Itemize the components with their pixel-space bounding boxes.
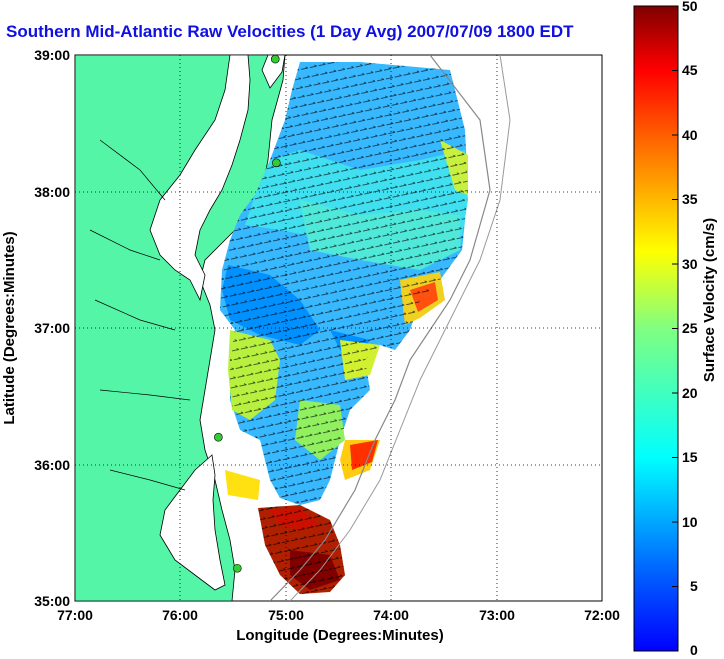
chesapeake-bay	[149, 55, 251, 302]
x-tick-labels: 77:00 76:00 75:00 74:00 73:00 72:00	[57, 607, 620, 623]
x-tick-label: 73:00	[479, 607, 515, 623]
bathymetry-contour-outer	[289, 55, 511, 601]
x-tick-label: 76:00	[162, 607, 198, 623]
y-tick-label: 38:00	[34, 184, 70, 200]
grid-lines	[75, 55, 602, 601]
radar-station-marker	[272, 158, 281, 168]
map-title: Southern Mid-Atlantic Raw Velocities (1 …	[6, 22, 574, 41]
y-tick-label: 35:00	[34, 593, 70, 609]
colorbar-tick-label: 20	[682, 385, 698, 401]
radar-station-marker	[214, 432, 223, 442]
y-tick-labels: 39:00 38:00 37:00 36:00 35:00	[34, 47, 70, 609]
colorbar-tick-label: 40	[682, 127, 698, 143]
colorbar-tick-label: 0	[690, 642, 698, 658]
colorbar-tick-label: 35	[682, 191, 698, 207]
y-tick-label: 36:00	[34, 457, 70, 473]
colorbar-tick-label: 25	[682, 320, 698, 336]
colorbar	[633, 5, 679, 652]
station-markers	[214, 54, 281, 573]
y-tick-label: 39:00	[34, 47, 70, 63]
bathymetry-contour	[269, 55, 491, 601]
colorbar-tick-label: 15	[682, 449, 698, 465]
colorbar-tick-label: 10	[682, 514, 698, 530]
delaware-bay	[261, 55, 286, 89]
colorbar-tick-label: 50	[682, 0, 698, 14]
y-tick-label: 37:00	[34, 320, 70, 336]
colorbar-tick-label: 5	[690, 578, 698, 594]
pamlico-sound	[159, 454, 226, 591]
x-tick-label: 77:00	[57, 607, 93, 623]
colorbar-label: Surface Velocity (cm/s)	[701, 218, 718, 382]
colorbar-ticks	[672, 5, 678, 587]
colorbar-tick-label: 45	[682, 62, 698, 78]
colorbar-tick-labels: 50 45 40 35 30 25 20 15 10 5 0	[682, 0, 698, 658]
x-axis-label: Longitude (Degrees:Minutes)	[236, 627, 444, 644]
radar-station-marker	[270, 54, 280, 64]
x-tick-label: 75:00	[268, 607, 304, 623]
velocity-field	[220, 62, 468, 594]
y-axis-label: Latitude (Degrees:Minutes)	[1, 231, 18, 424]
x-tick-label: 74:00	[373, 607, 409, 623]
radar-station-marker	[233, 563, 242, 573]
x-tick-label: 72:00	[584, 607, 620, 623]
colorbar-tick-label: 30	[682, 256, 698, 272]
